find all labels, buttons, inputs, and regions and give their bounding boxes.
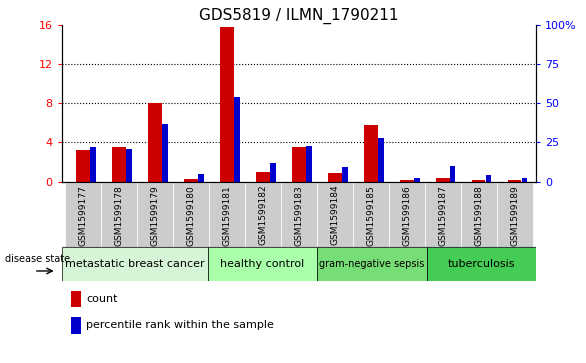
Bar bbox=[256, 172, 270, 182]
Text: GSM1599188: GSM1599188 bbox=[474, 185, 483, 245]
Text: GSM1599179: GSM1599179 bbox=[151, 185, 159, 245]
Bar bbox=[245, 182, 281, 247]
Bar bbox=[270, 163, 275, 182]
Text: GSM1599185: GSM1599185 bbox=[366, 185, 375, 245]
Text: GSM1599177: GSM1599177 bbox=[79, 185, 87, 245]
Text: disease state: disease state bbox=[5, 254, 70, 264]
Bar bbox=[317, 247, 427, 281]
Bar bbox=[400, 180, 414, 182]
Bar bbox=[101, 182, 137, 247]
Bar bbox=[220, 27, 234, 182]
Bar bbox=[148, 103, 162, 182]
Text: healthy control: healthy control bbox=[220, 259, 305, 269]
Bar bbox=[328, 173, 342, 182]
Bar bbox=[364, 125, 377, 182]
Bar bbox=[508, 180, 522, 182]
Text: GSM1599181: GSM1599181 bbox=[223, 185, 231, 245]
Text: GSM1599183: GSM1599183 bbox=[294, 185, 304, 245]
Text: GSM1599180: GSM1599180 bbox=[186, 185, 196, 245]
Text: GSM1599189: GSM1599189 bbox=[510, 185, 519, 245]
Bar bbox=[522, 178, 527, 182]
Bar bbox=[378, 138, 384, 182]
Bar bbox=[234, 97, 240, 182]
Text: GSM1599182: GSM1599182 bbox=[258, 185, 267, 245]
Text: GSM1599187: GSM1599187 bbox=[438, 185, 447, 245]
Text: GSM1599184: GSM1599184 bbox=[331, 185, 339, 245]
Bar bbox=[450, 166, 455, 182]
Bar bbox=[389, 182, 425, 247]
Bar bbox=[184, 179, 198, 182]
Bar bbox=[113, 147, 126, 182]
Bar bbox=[71, 291, 81, 307]
Bar bbox=[317, 182, 353, 247]
Bar bbox=[414, 178, 420, 182]
Bar bbox=[137, 182, 173, 247]
Bar bbox=[436, 178, 449, 182]
Bar bbox=[62, 247, 207, 281]
Bar bbox=[162, 124, 168, 182]
Text: percentile rank within the sample: percentile rank within the sample bbox=[86, 321, 274, 330]
Bar bbox=[342, 167, 347, 182]
Bar bbox=[461, 182, 497, 247]
Bar bbox=[427, 247, 536, 281]
Bar bbox=[472, 180, 485, 182]
Bar bbox=[65, 182, 101, 247]
Bar bbox=[76, 150, 90, 182]
Bar bbox=[486, 175, 492, 182]
Text: metastatic breast cancer: metastatic breast cancer bbox=[64, 259, 205, 269]
Bar bbox=[497, 182, 533, 247]
Bar bbox=[127, 149, 132, 182]
Bar bbox=[353, 182, 389, 247]
Bar bbox=[198, 174, 204, 182]
Text: gram-negative sepsis: gram-negative sepsis bbox=[319, 259, 425, 269]
Text: tuberculosis: tuberculosis bbox=[448, 259, 515, 269]
Bar bbox=[90, 147, 96, 182]
Bar bbox=[71, 317, 81, 334]
Bar bbox=[292, 147, 306, 182]
Title: GDS5819 / ILMN_1790211: GDS5819 / ILMN_1790211 bbox=[199, 8, 398, 24]
Bar bbox=[281, 182, 317, 247]
Bar bbox=[306, 146, 312, 182]
Text: GSM1599178: GSM1599178 bbox=[115, 185, 124, 245]
Text: GSM1599186: GSM1599186 bbox=[402, 185, 411, 245]
Bar bbox=[425, 182, 461, 247]
Text: count: count bbox=[86, 294, 118, 304]
Bar bbox=[207, 247, 317, 281]
Bar bbox=[209, 182, 245, 247]
Bar bbox=[173, 182, 209, 247]
